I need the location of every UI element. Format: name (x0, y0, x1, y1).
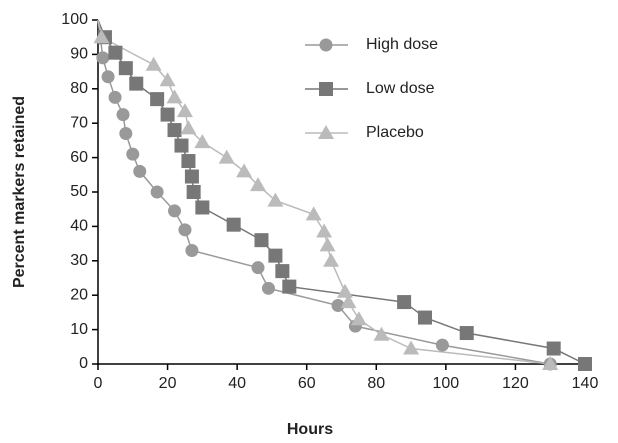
marker (118, 61, 133, 76)
x-tick-label: 20 (159, 375, 177, 392)
y-tick-label: 70 (70, 114, 88, 131)
marker (459, 326, 474, 341)
marker (168, 204, 182, 218)
x-tick-label: 0 (94, 375, 103, 392)
marker (546, 341, 561, 356)
marker (195, 200, 210, 215)
marker (150, 92, 165, 107)
marker (176, 103, 193, 118)
y-tick-label: 100 (61, 11, 88, 28)
marker (268, 248, 283, 263)
marker (181, 154, 196, 169)
y-tick-label: 0 (79, 355, 88, 372)
y-tick-label: 80 (70, 80, 88, 97)
y-tick-label: 40 (70, 218, 88, 235)
legend-label: High dose (366, 36, 438, 53)
marker (417, 310, 432, 325)
marker (133, 164, 147, 178)
x-tick-label: 140 (572, 375, 599, 392)
marker (160, 107, 175, 122)
x-axis-label: Hours (287, 421, 333, 438)
marker (275, 264, 290, 279)
marker (108, 45, 123, 60)
marker (129, 76, 144, 91)
x-tick-label: 80 (367, 375, 385, 392)
marker (350, 311, 367, 326)
marker (340, 294, 357, 309)
y-tick-label: 30 (70, 252, 88, 269)
marker (316, 223, 333, 238)
marker (250, 177, 267, 192)
series-line (97, 19, 551, 365)
marker (282, 279, 297, 294)
x-tick-label: 120 (502, 375, 529, 392)
marker (319, 237, 336, 252)
y-axis-label: Percent markers retained (11, 96, 28, 288)
marker (93, 29, 110, 44)
marker (331, 299, 345, 313)
x-tick-label: 40 (228, 375, 246, 392)
y-tick-label: 60 (70, 149, 88, 166)
legend-label: Low dose (366, 80, 435, 97)
marker (96, 51, 110, 65)
y-tick-label: 90 (70, 46, 88, 63)
marker (305, 206, 322, 221)
marker (578, 357, 592, 371)
marker (261, 281, 275, 295)
marker (119, 127, 133, 141)
marker (323, 252, 340, 267)
y-tick-label: 10 (70, 321, 88, 338)
marker (435, 338, 449, 352)
marker (167, 123, 182, 138)
legend-label: Placebo (366, 124, 424, 141)
marker (319, 38, 333, 52)
marker (150, 185, 164, 199)
marker (145, 56, 162, 71)
marker (101, 70, 115, 84)
marker (184, 169, 199, 184)
marker (403, 340, 420, 355)
marker (218, 149, 235, 164)
marker (180, 120, 197, 135)
series-line (97, 19, 586, 365)
series-line (97, 19, 551, 365)
marker (236, 163, 253, 178)
marker (254, 233, 269, 248)
marker (318, 125, 334, 139)
marker (251, 261, 265, 275)
y-tick-label: 50 (70, 183, 88, 200)
marker (166, 89, 183, 104)
marker (319, 82, 333, 96)
marker (185, 243, 199, 257)
marker (397, 295, 412, 310)
marker (116, 108, 130, 122)
y-tick-label: 20 (70, 286, 88, 303)
marker (178, 223, 192, 237)
marker (108, 90, 122, 104)
marker (542, 356, 559, 370)
marker (126, 147, 140, 161)
marker (174, 138, 189, 153)
x-tick-label: 60 (298, 375, 316, 392)
marker (336, 283, 353, 298)
marker (194, 134, 211, 149)
x-tick-label: 100 (433, 375, 460, 392)
marker (267, 192, 284, 207)
marker (186, 185, 201, 199)
marker (159, 72, 176, 87)
marker (226, 217, 241, 232)
marker (373, 326, 390, 341)
